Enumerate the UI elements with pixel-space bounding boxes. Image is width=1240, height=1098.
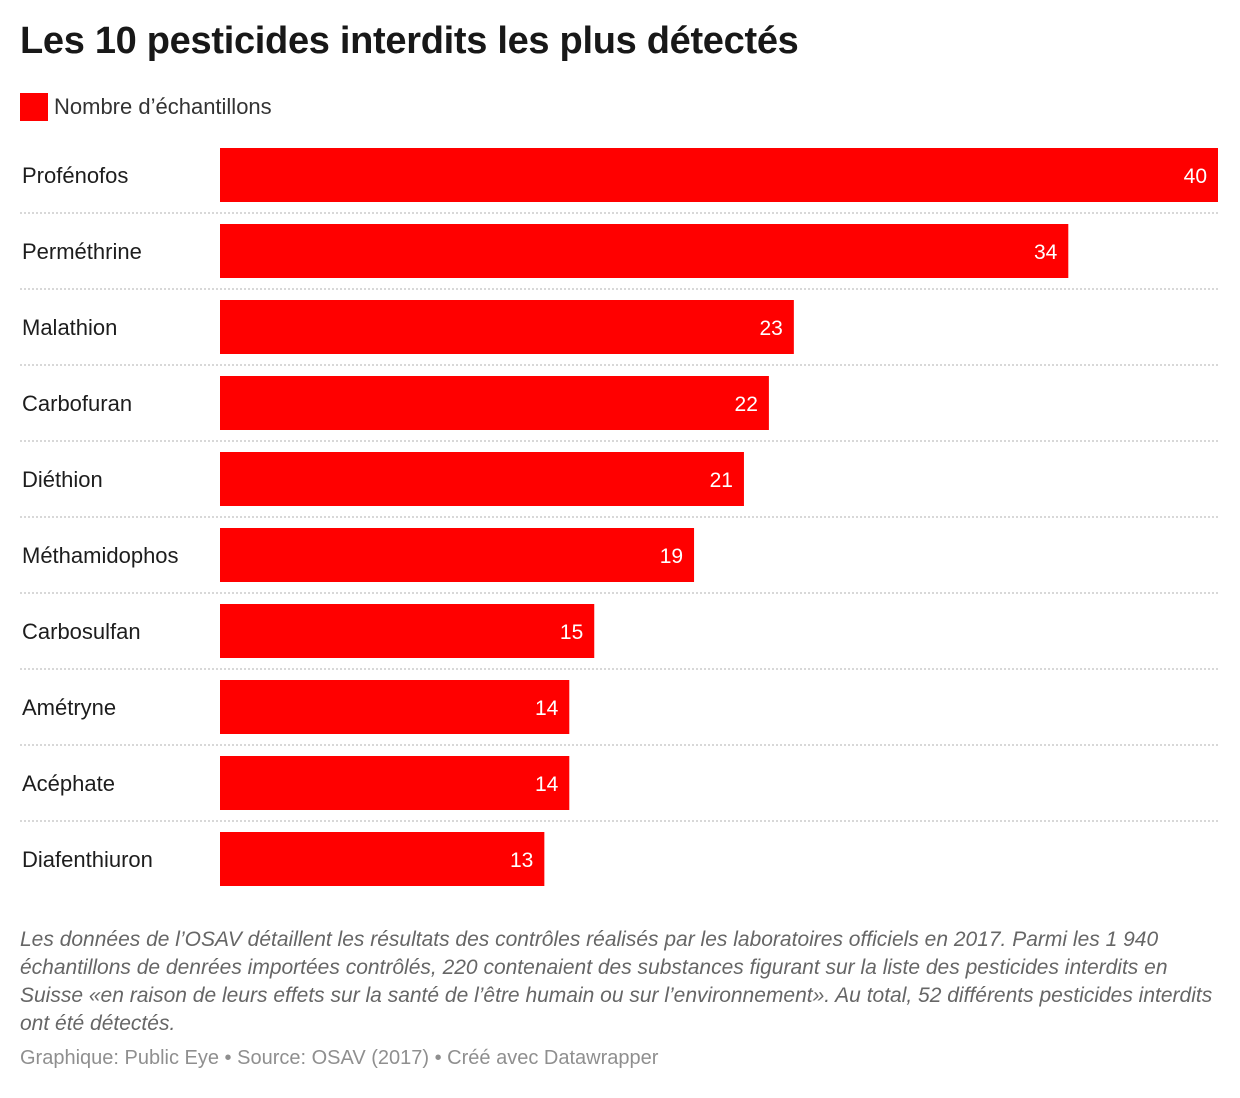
category-label: Diéthion [22,467,103,492]
legend-swatch [20,93,48,121]
category-label: Amétryne [22,695,116,720]
category-label: Perméthrine [22,239,142,264]
category-label: Carbofuran [22,391,132,416]
bar [220,832,545,886]
bar [220,452,744,506]
category-label: Carbosulfan [22,619,141,644]
bar [220,148,1218,202]
bar [220,300,794,354]
bar [220,756,570,810]
category-label: Profénofos [22,163,128,188]
bar-value-label: 15 [560,621,583,644]
bar-value-label: 21 [710,469,733,492]
legend-label: Nombre d’échantillons [54,94,272,119]
chart-note: Les données de l’OSAV détaillent les rés… [20,928,1213,1035]
bar-value-label: 23 [759,317,782,340]
bar-value-label: 34 [1034,241,1058,264]
chart-title: Les 10 pesticides interdits les plus dét… [20,20,799,62]
bar [220,224,1069,278]
bar-value-label: 19 [660,545,683,568]
category-label: Méthamidophos [22,543,179,568]
bar-value-label: 40 [1184,165,1207,188]
bar [220,376,769,430]
bar [220,680,570,734]
bar-value-label: 22 [735,393,758,416]
legend: Nombre d’échantillons [20,93,272,121]
bar [220,604,595,658]
bar-value-label: 14 [535,773,559,796]
category-label: Malathion [22,315,117,340]
bar [220,528,695,582]
bar-chart: Profénofos 40 Perméthrine 34 Malathion 23 Carb… [20,148,1218,886]
category-label: Acéphate [22,771,115,796]
category-label: Diafenthiuron [22,847,153,872]
bar-value-label: 14 [535,697,559,720]
bar-value-label: 13 [510,849,533,872]
chart-footer: Graphique: Public Eye • Source: OSAV (20… [20,1047,659,1069]
